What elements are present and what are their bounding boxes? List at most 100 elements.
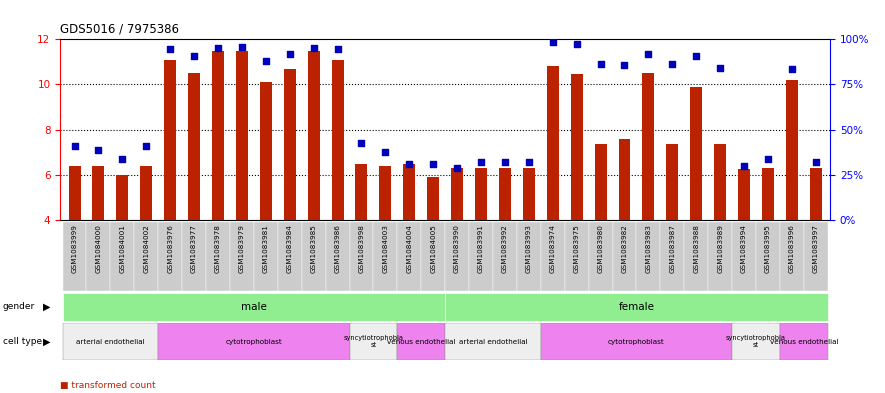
- FancyBboxPatch shape: [804, 222, 827, 291]
- Point: [713, 64, 727, 71]
- FancyBboxPatch shape: [63, 293, 445, 321]
- Text: syncytiotrophobla
st: syncytiotrophobla st: [343, 335, 404, 348]
- FancyBboxPatch shape: [732, 323, 780, 360]
- Text: GSM1083976: GSM1083976: [167, 224, 173, 273]
- Text: male: male: [241, 302, 266, 312]
- Point: [761, 156, 775, 162]
- Point: [594, 61, 608, 67]
- Bar: [475, 168, 487, 220]
- Point: [618, 62, 632, 68]
- Text: GSM1083978: GSM1083978: [215, 224, 221, 273]
- FancyBboxPatch shape: [397, 323, 445, 360]
- Text: cytotrophoblast: cytotrophoblast: [226, 339, 282, 345]
- Point: [402, 160, 416, 167]
- Text: ▶: ▶: [42, 302, 50, 312]
- FancyBboxPatch shape: [445, 222, 469, 291]
- FancyBboxPatch shape: [350, 323, 397, 360]
- FancyBboxPatch shape: [469, 222, 493, 291]
- FancyBboxPatch shape: [445, 323, 541, 360]
- Text: GSM1083983: GSM1083983: [645, 224, 651, 273]
- Text: GSM1083982: GSM1083982: [621, 224, 627, 273]
- Bar: [571, 74, 582, 220]
- FancyBboxPatch shape: [708, 222, 732, 291]
- Bar: [236, 51, 248, 220]
- Bar: [332, 60, 343, 220]
- Point: [785, 66, 799, 72]
- Text: GSM1083990: GSM1083990: [454, 224, 460, 273]
- FancyBboxPatch shape: [756, 222, 780, 291]
- Text: GSM1084004: GSM1084004: [406, 224, 412, 273]
- Text: GSM1083987: GSM1083987: [669, 224, 675, 273]
- Point: [211, 45, 225, 51]
- Text: GSM1083993: GSM1083993: [526, 224, 532, 273]
- Text: GSM1083974: GSM1083974: [550, 224, 556, 273]
- Text: GSM1083986: GSM1083986: [335, 224, 341, 273]
- FancyBboxPatch shape: [589, 222, 612, 291]
- Text: GSM1083975: GSM1083975: [573, 224, 580, 273]
- Point: [187, 53, 201, 59]
- Text: GSM1083992: GSM1083992: [502, 224, 508, 273]
- Bar: [308, 51, 319, 220]
- FancyBboxPatch shape: [541, 323, 732, 360]
- Text: arterial endothelial: arterial endothelial: [76, 339, 145, 345]
- Bar: [738, 169, 750, 220]
- Point: [474, 159, 489, 165]
- Point: [306, 45, 320, 51]
- FancyBboxPatch shape: [326, 222, 350, 291]
- FancyBboxPatch shape: [135, 222, 158, 291]
- Text: GSM1084001: GSM1084001: [119, 224, 126, 273]
- Point: [450, 165, 465, 171]
- Text: GSM1084003: GSM1084003: [382, 224, 389, 273]
- Text: cell type: cell type: [3, 337, 42, 346]
- Bar: [690, 87, 702, 220]
- FancyBboxPatch shape: [230, 222, 254, 291]
- FancyBboxPatch shape: [612, 222, 636, 291]
- FancyBboxPatch shape: [565, 222, 589, 291]
- Bar: [92, 166, 104, 220]
- Bar: [212, 51, 224, 220]
- Bar: [404, 163, 415, 220]
- Text: GSM1083988: GSM1083988: [693, 224, 699, 273]
- Text: GSM1083997: GSM1083997: [812, 224, 819, 273]
- Text: GSM1083984: GSM1083984: [287, 224, 293, 273]
- Text: GSM1083979: GSM1083979: [239, 224, 245, 273]
- FancyBboxPatch shape: [732, 222, 756, 291]
- Text: GDS5016 / 7975386: GDS5016 / 7975386: [60, 22, 179, 35]
- FancyBboxPatch shape: [111, 222, 135, 291]
- Bar: [260, 82, 272, 220]
- Text: GSM1083998: GSM1083998: [358, 224, 365, 273]
- FancyBboxPatch shape: [780, 323, 827, 360]
- Text: GSM1083994: GSM1083994: [741, 224, 747, 273]
- Text: gender: gender: [3, 303, 35, 311]
- FancyBboxPatch shape: [541, 222, 565, 291]
- Bar: [68, 166, 81, 220]
- Point: [378, 149, 392, 155]
- Text: GSM1083989: GSM1083989: [717, 224, 723, 273]
- Point: [570, 40, 584, 47]
- FancyBboxPatch shape: [158, 222, 182, 291]
- Point: [330, 46, 344, 53]
- Text: GSM1084005: GSM1084005: [430, 224, 436, 273]
- Bar: [595, 144, 606, 220]
- Point: [115, 156, 129, 162]
- Text: GSM1083981: GSM1083981: [263, 224, 269, 273]
- Text: GSM1083991: GSM1083991: [478, 224, 484, 273]
- FancyBboxPatch shape: [302, 222, 326, 291]
- Point: [666, 61, 680, 67]
- Text: GSM1083999: GSM1083999: [72, 224, 78, 273]
- Bar: [619, 139, 630, 220]
- FancyBboxPatch shape: [780, 222, 804, 291]
- Point: [737, 163, 751, 169]
- Text: venous endothelial: venous endothelial: [770, 339, 838, 345]
- Point: [258, 58, 273, 64]
- Point: [426, 160, 440, 167]
- FancyBboxPatch shape: [660, 222, 684, 291]
- Text: GSM1084002: GSM1084002: [143, 224, 150, 273]
- Text: GSM1083995: GSM1083995: [765, 224, 771, 273]
- Bar: [523, 168, 535, 220]
- Text: ▶: ▶: [42, 337, 50, 347]
- FancyBboxPatch shape: [182, 222, 206, 291]
- FancyBboxPatch shape: [63, 222, 87, 291]
- Point: [546, 39, 560, 45]
- Text: venous endothelial: venous endothelial: [387, 339, 456, 345]
